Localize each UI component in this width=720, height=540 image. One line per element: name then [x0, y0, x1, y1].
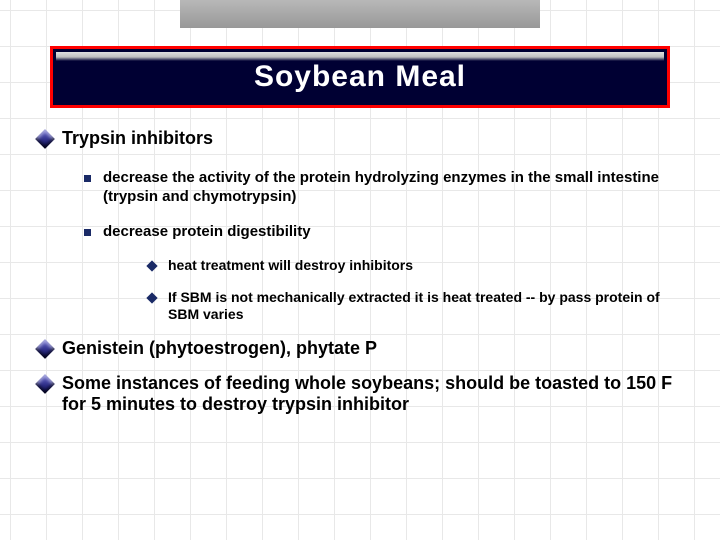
bullet-level2: decrease the activity of the protein hyd…: [84, 169, 690, 207]
diamond-bullet-icon: [35, 339, 55, 359]
title-inner: Soybean Meal: [56, 52, 664, 102]
small-diamond-bullet-icon: [146, 261, 157, 272]
title-box: Soybean Meal: [50, 46, 670, 108]
bullet-level3: heat treatment will destroy inhibitors: [148, 257, 690, 275]
bullet-level1: Trypsin inhibitors: [38, 128, 690, 149]
bullet-text: heat treatment will destroy inhibitors: [168, 257, 413, 275]
small-diamond-bullet-icon: [146, 292, 157, 303]
bullet-level1: Some instances of feeding whole soybeans…: [38, 373, 690, 415]
bullet-text: If SBM is not mechanically extracted it …: [168, 289, 690, 324]
diamond-bullet-icon: [35, 374, 55, 394]
top-accent-bar: [180, 0, 540, 28]
slide-content: Trypsin inhibitors decrease the activity…: [38, 128, 690, 429]
square-bullet-icon: [84, 175, 91, 182]
bullet-text: decrease protein digestibility: [103, 223, 311, 242]
bullet-text: Trypsin inhibitors: [62, 128, 213, 149]
bullet-text: decrease the activity of the protein hyd…: [103, 169, 690, 207]
bullet-text: Genistein (phytoestrogen), phytate P: [62, 338, 377, 359]
bullet-level1: Genistein (phytoestrogen), phytate P: [38, 338, 690, 359]
slide-title: Soybean Meal: [254, 60, 466, 94]
bullet-level2: decrease protein digestibility: [84, 223, 690, 242]
bullet-level3: If SBM is not mechanically extracted it …: [148, 289, 690, 324]
bullet-text: Some instances of feeding whole soybeans…: [62, 373, 690, 415]
diamond-bullet-icon: [35, 129, 55, 149]
square-bullet-icon: [84, 229, 91, 236]
